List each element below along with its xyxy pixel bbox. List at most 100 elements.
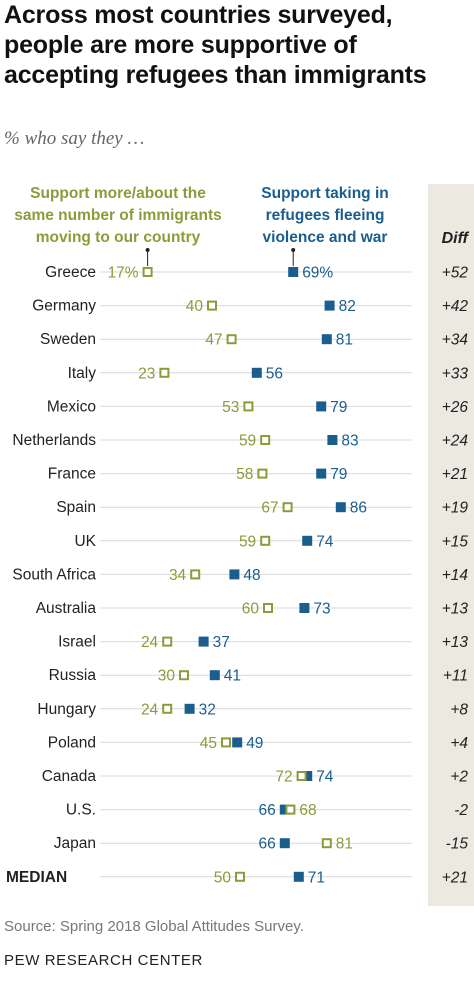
category-label: Netherlands [12,432,96,449]
diff-value: +15 [442,533,469,550]
diff-panel [428,184,474,906]
category-label: Mexico [47,398,96,415]
diff-value: +52 [442,265,469,282]
category-label: France [48,466,96,483]
diff-value: +13 [442,634,469,651]
refugees-point [229,569,240,580]
refugees-value-label: 69% [302,265,333,282]
diff-value: +42 [442,298,469,315]
refugees-value-label: 41 [224,668,241,685]
immigrants-value-label: 59 [239,533,256,550]
refugees-point [293,871,304,882]
immigrants-point [221,737,231,748]
immigrants-value-label: 47 [205,332,222,349]
immigrants-value-label: 24 [141,634,159,651]
refugees-point [316,468,327,479]
immigrants-value-label: 81 [336,836,353,853]
refugees-value-label: 82 [339,298,356,315]
immigrants-point [207,300,217,311]
category-label: Poland [48,734,96,751]
refugees-point [279,838,290,849]
category-label: Sweden [40,331,96,348]
category-label: Hungary [37,701,96,718]
source-note: Source: Spring 2018 Global Attitudes Sur… [4,918,304,935]
immigrants-point [235,871,245,882]
immigrants-value-label: 58 [236,466,253,483]
immigrants-value-label: 24 [141,701,159,718]
footer-credit: PEW RESEARCH CENTER [4,952,203,969]
refugees-value-label: 71 [308,869,325,886]
immigrants-value-label: 59 [239,433,256,450]
immigrants-point [226,334,237,345]
diff-value: +13 [442,601,469,618]
category-label: Japan [54,835,96,852]
refugees-point [232,737,243,748]
category-label: Italy [68,365,97,382]
diff-value: +34 [442,332,469,349]
immigrants-value-label: 67 [261,500,278,517]
category-label: South Africa [12,566,96,583]
category-label: Germany [32,298,96,315]
category-label: Australia [36,600,97,617]
immigrants-value-label: 34 [169,567,187,584]
legend-leader-dot-refugees [291,248,296,252]
immigrants-point [243,401,254,412]
legend-refugees-line: violence and war [263,229,388,246]
refugees-point [302,771,313,781]
immigrants-value-label: 30 [158,668,176,685]
category-label: Greece [45,264,96,281]
legend-immigrants-line: Support more/about the [30,185,206,202]
diff-value: -2 [454,802,468,819]
diff-value: +2 [450,769,468,786]
refugees-value-label: 81 [336,332,353,349]
immigrants-value-label: 17% [108,265,139,282]
legend-refugees-line: refugees fleeing [266,207,385,224]
immigrants-point [260,435,271,445]
refugees-point [184,703,195,714]
refugees-value-label: 56 [266,365,283,382]
refugees-point [209,670,220,681]
legend-refugees-line: Support taking in [261,185,388,202]
refugees-value-label: 37 [213,634,230,651]
refugees-value-label: 79 [330,399,347,416]
refugees-value-label: 66 [259,802,276,819]
refugees-value-label: 74 [316,533,334,550]
refugees-point [324,300,335,311]
category-label: U.S. [66,802,96,819]
category-label: Israel [58,634,96,651]
immigrants-point [190,569,201,580]
immigrants-value-label: 40 [186,298,204,315]
refugees-value-label: 73 [313,601,330,618]
chart-subtitle: % who say they … [4,128,145,149]
immigrants-point [159,367,170,378]
category-label: MEDIAN [6,869,67,886]
refugees-value-label: 79 [330,466,347,483]
refugees-value-label: 49 [246,735,263,752]
diff-value: +24 [442,433,469,450]
immigrants-point [257,468,268,479]
chart-title: Across most countries surveyed, people a… [4,1,427,89]
refugees-point [279,804,290,815]
immigrants-value-label: 68 [299,802,316,819]
immigrants-point [282,502,293,513]
immigrants-value-label: 23 [138,365,155,382]
category-label: Russia [49,667,97,684]
immigrants-value-label: 72 [275,769,292,786]
immigrants-point [321,838,332,849]
diff-value: +33 [442,365,469,382]
legend-refugees: Support taking in refugees fleeing violenc… [261,185,388,246]
refugees-point [299,603,310,613]
immigrants-point [296,771,307,781]
immigrants-value-label: 53 [222,399,239,416]
diff-value: +14 [442,567,469,584]
legend-immigrants: Support more/about the same number of imm… [14,185,222,246]
immigrants-point [260,535,271,546]
refugees-value-label: 83 [341,433,358,450]
refugees-point [198,636,209,647]
refugees-point [302,535,313,546]
refugees-value-label: 32 [199,701,216,718]
immigrants-point [285,804,296,815]
diff-value: +21 [442,466,468,483]
refugees-point [327,435,338,445]
